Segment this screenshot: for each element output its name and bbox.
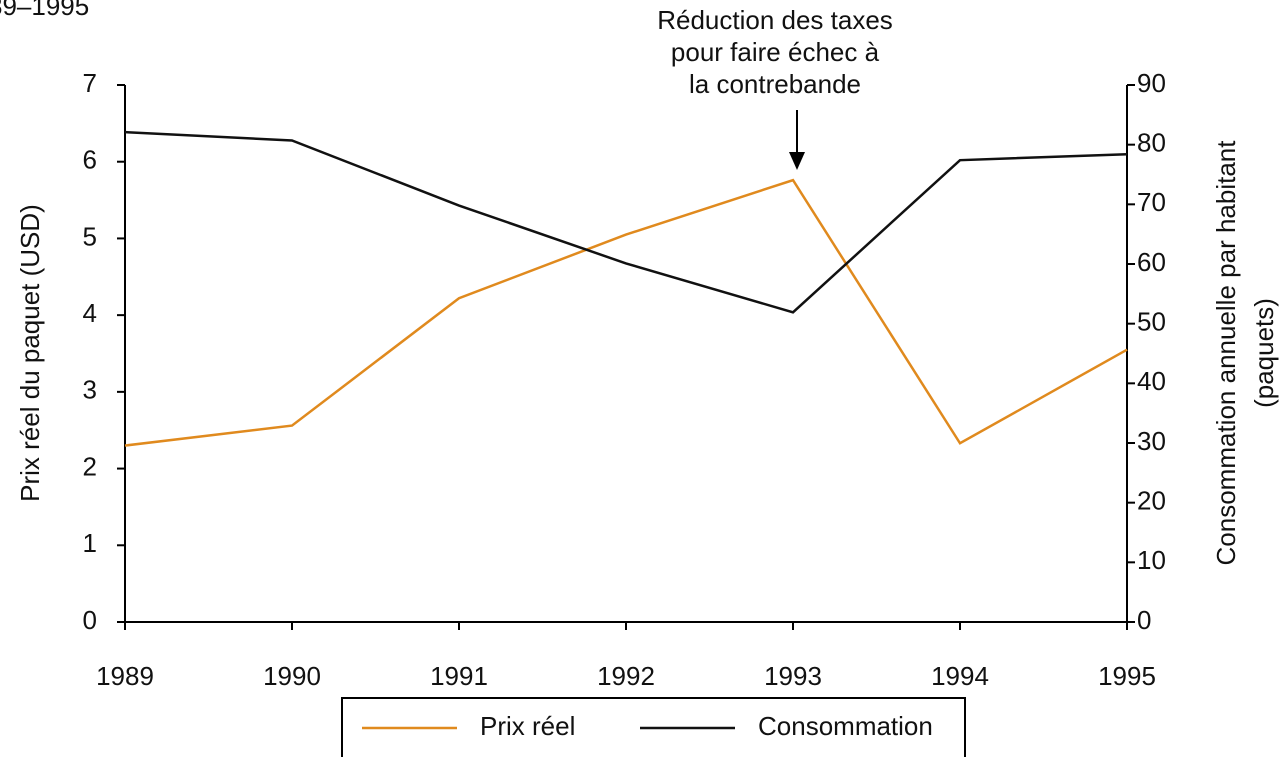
- y2-tick-label: 30: [1137, 426, 1166, 456]
- arrow-head: [789, 152, 805, 170]
- y2-axis-label: (paquets): [1249, 298, 1279, 408]
- x-tick-label: 1990: [263, 661, 321, 691]
- y-tick-label: 4: [83, 298, 97, 328]
- x-tick-label: 1992: [597, 661, 655, 691]
- y-tick-label: 7: [83, 68, 97, 98]
- x-tick-label: 1991: [430, 661, 488, 691]
- y2-tick-label: 90: [1137, 68, 1166, 98]
- y2-tick-label: 10: [1137, 545, 1166, 575]
- y2-tick-label: 60: [1137, 247, 1166, 277]
- line-series: [124, 130, 1128, 314]
- y2-tick-label: 0: [1137, 605, 1151, 635]
- annotation: pour faire échec à: [671, 37, 880, 67]
- y-tick-label: 5: [83, 221, 97, 251]
- y-tick-label: 2: [83, 451, 97, 481]
- x-tick-label: 1994: [931, 661, 989, 691]
- y-tick-label: 3: [83, 375, 97, 405]
- y2-axis-label: Consommation annuelle par habitant: [1211, 140, 1241, 566]
- y2-tick-label: 20: [1137, 486, 1166, 516]
- chart-title: 89–1995: [0, 0, 89, 21]
- y-tick-label: 6: [83, 145, 97, 175]
- y2-tick-label: 50: [1137, 307, 1166, 337]
- legend-label: Consommation: [758, 711, 933, 741]
- line-series: [124, 178, 1128, 447]
- y-tick-label: 0: [83, 605, 97, 635]
- annotation: Réduction des taxes: [657, 5, 893, 35]
- y-tick-label: 1: [83, 528, 97, 558]
- y2-tick-label: 40: [1137, 366, 1166, 396]
- annotation: la contrebande: [689, 69, 861, 99]
- x-tick-label: 1989: [96, 661, 154, 691]
- y2-tick-label: 70: [1137, 187, 1166, 217]
- legend-label: Prix réel: [480, 711, 575, 741]
- y2-tick-label: 80: [1137, 128, 1166, 158]
- y-axis-label: Prix réel du paquet (USD): [15, 204, 45, 502]
- x-tick-label: 1993: [764, 661, 822, 691]
- x-tick-label: 1995: [1098, 661, 1156, 691]
